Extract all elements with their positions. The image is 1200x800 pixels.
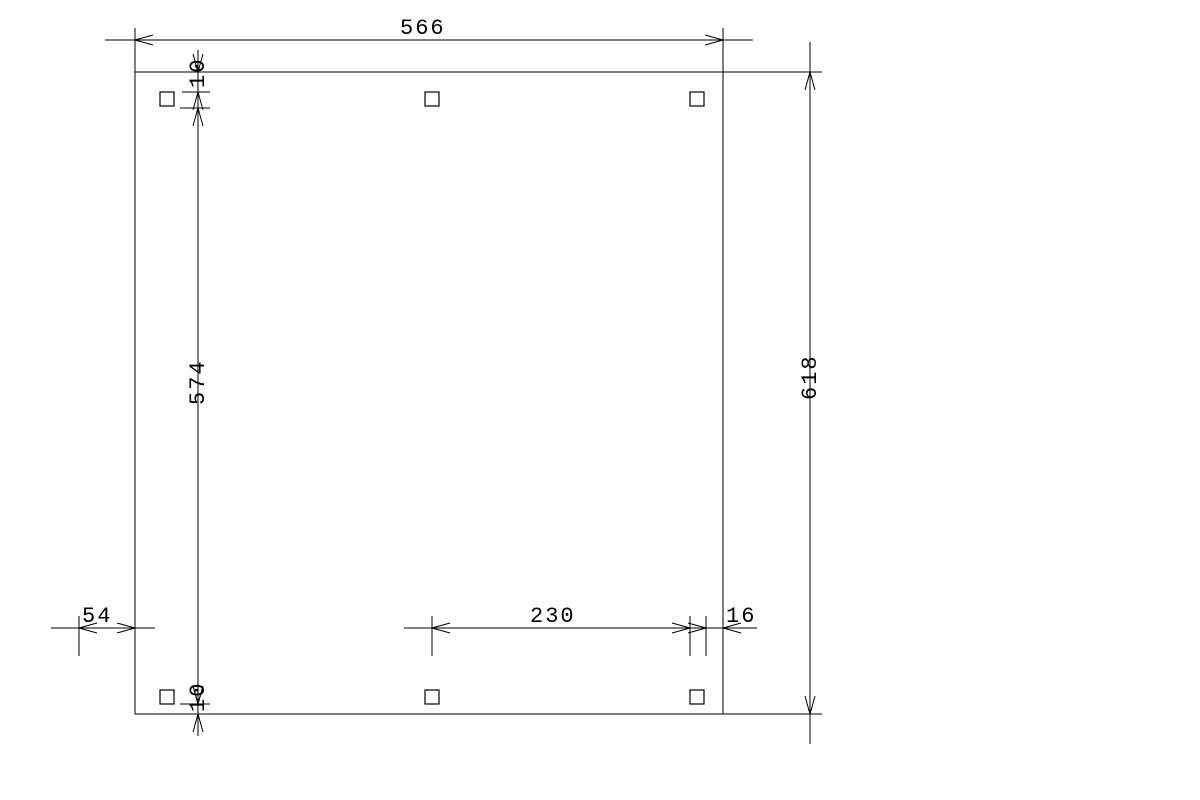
post-4: [160, 690, 174, 704]
dim-detail-10-bot-label: 10: [186, 682, 211, 712]
dim-detail-230-label: 230: [530, 604, 576, 629]
post-5: [425, 690, 439, 704]
plan-outline: [135, 72, 723, 714]
dim-detail-54: 54: [51, 604, 155, 656]
posts-group: [160, 92, 704, 704]
dimensions-group: 566 618 574 54 230 16 10 10: [51, 16, 823, 744]
dim-detail-230: 230: [404, 604, 700, 656]
post-6: [690, 690, 704, 704]
dim-detail-10-top: 10: [182, 50, 211, 114]
post-3: [690, 92, 704, 106]
dim-height-574-label: 574: [186, 359, 211, 405]
post-2: [425, 92, 439, 106]
dim-height-574: 574: [180, 88, 211, 724]
technical-drawing: 566 618 574 54 230 16 10 10: [0, 0, 1200, 800]
dim-detail-10-top-label: 10: [186, 58, 211, 88]
dim-height-618: 618: [723, 42, 823, 744]
post-1: [160, 92, 174, 106]
dim-width-566-label: 566: [400, 16, 446, 41]
dim-detail-54-label: 54: [82, 604, 112, 629]
dim-height-618-label: 618: [798, 354, 823, 400]
dim-detail-16-label: 16: [726, 604, 756, 629]
dim-detail-10-bot: 10: [182, 682, 211, 736]
